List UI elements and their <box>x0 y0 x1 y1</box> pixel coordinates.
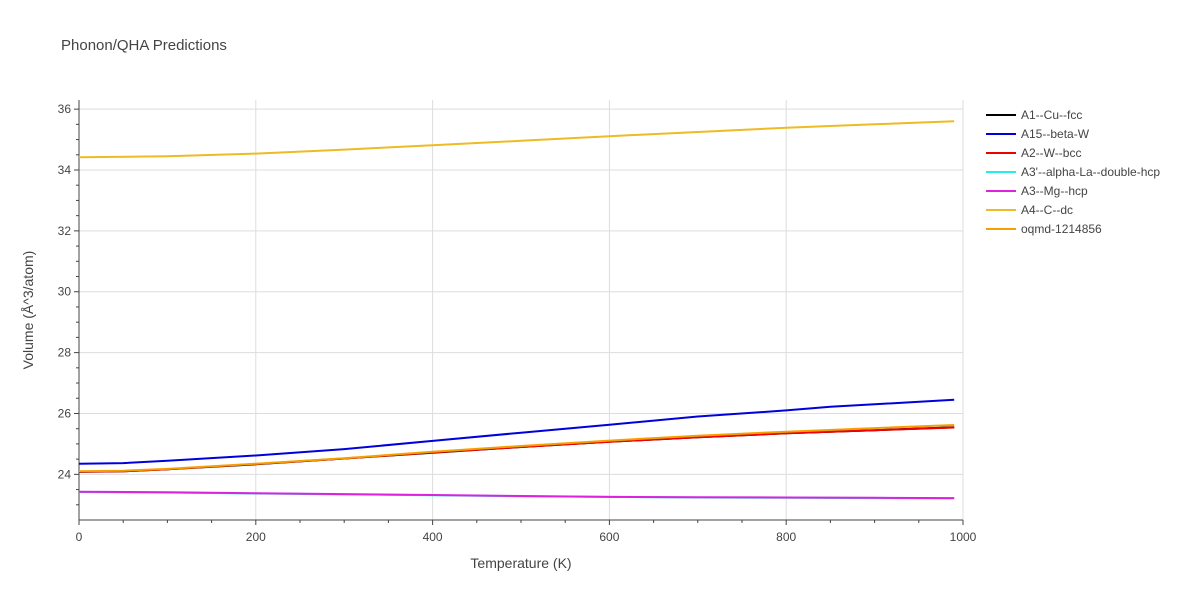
legend-label: oqmd-1214856 <box>1021 222 1102 236</box>
series-line <box>78 490 955 500</box>
legend-label: A15--beta-W <box>1021 127 1090 141</box>
x-tick-label: 400 <box>423 530 443 544</box>
series-line <box>78 398 955 465</box>
legend-label: A1--Cu--fcc <box>1021 108 1082 122</box>
series-line <box>78 426 955 473</box>
tick-labels: 0 200 400 600 800 1000 24 26 28 30 32 34 36 <box>58 102 977 544</box>
x-tick-label: 600 <box>599 530 619 544</box>
y-tick-label: 24 <box>58 467 72 481</box>
x-tick-label: 0 <box>76 530 83 544</box>
x-axis-title: Temperature (K) <box>470 555 571 571</box>
x-tick-label: 800 <box>776 530 796 544</box>
axes <box>74 100 964 525</box>
y-axis-title: Volume (Å^3/atom) <box>20 251 36 370</box>
y-tick-label: 34 <box>58 163 72 177</box>
x-tick-label: 200 <box>246 530 266 544</box>
y-tick-label: 36 <box>58 102 72 116</box>
series-line <box>78 120 955 159</box>
legend: A1--Cu--fcc A15--beta-W A2--W--bcc A3'--alp… <box>986 108 1160 236</box>
series-lines <box>78 120 955 500</box>
y-tick-label: 30 <box>58 285 72 299</box>
y-tick-label: 26 <box>58 406 72 420</box>
legend-label: A2--W--bcc <box>1021 146 1081 160</box>
y-tick-label: 32 <box>58 224 72 238</box>
chart-title: Phonon/QHA Predictions <box>61 37 227 54</box>
legend-label: A3'--alpha-La--double-hcp <box>1021 165 1160 179</box>
legend-label: A4--C--dc <box>1021 203 1073 217</box>
y-tick-label: 28 <box>58 346 72 360</box>
x-tick-label: 1000 <box>950 530 977 544</box>
series-line <box>78 424 955 473</box>
legend-label: A3--Mg--hcp <box>1021 184 1088 198</box>
grid-lines <box>79 100 964 520</box>
